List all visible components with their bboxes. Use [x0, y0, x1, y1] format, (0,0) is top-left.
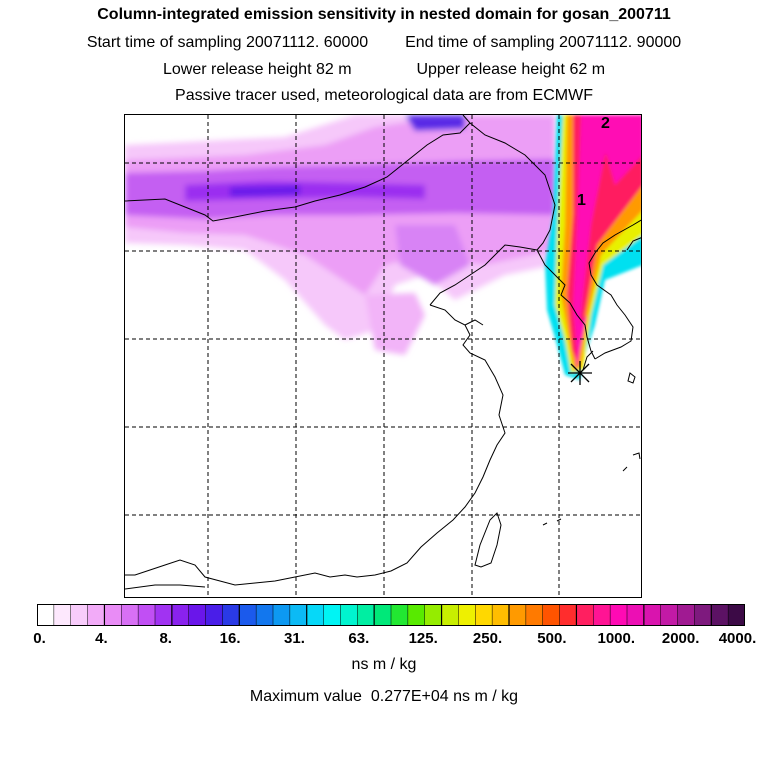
colorbar-swatch: [37, 604, 55, 626]
end-time-label: End time of sampling: [405, 34, 555, 51]
lower-release-label: Lower release height: [162, 61, 312, 78]
colorbar-units: ns m / kg: [351, 656, 417, 673]
lower-release-value: 82 m: [315, 61, 352, 78]
colorbar-tick-label: 250.: [472, 630, 503, 647]
colorbar-swatch: [711, 604, 729, 626]
colorbar-swatch: [256, 604, 274, 626]
colorbar-swatch: [323, 604, 342, 626]
colorbar-swatch: [171, 604, 190, 626]
colorbar-swatch: [610, 604, 628, 626]
colorbar-tick-label: 4000.: [718, 630, 757, 647]
maximum-value-units: ns m / kg: [453, 688, 519, 705]
colorbar-swatch: [576, 604, 594, 626]
colorbar-swatch: [222, 604, 240, 626]
colorbar-swatch: [660, 604, 679, 626]
lat-lon-grid: [125, 115, 641, 597]
colorbar-swatch: [273, 604, 291, 626]
colorbar-tick-label: 4.: [95, 630, 108, 647]
colorbar-tick-label: 63.: [348, 630, 370, 647]
colorbar-swatch: [104, 604, 122, 626]
colorbar-swatch: [424, 604, 443, 626]
plot-title: Column-integrated emission sensitivity i…: [97, 6, 671, 23]
colorbar: [37, 604, 745, 626]
upper-release-label: Upper release height: [416, 61, 565, 78]
colorbar-tick-label: 0.: [33, 630, 46, 647]
colorbar-tick-label: 16.: [219, 630, 241, 647]
colorbar-swatch: [441, 604, 460, 626]
colorbar-swatch: [374, 604, 392, 626]
colorbar-tick-label: 500.: [537, 630, 567, 647]
colorbar-tick-label: 8.: [159, 630, 172, 647]
colorbar-swatch: [138, 604, 156, 626]
asterisk-icon: [568, 361, 592, 385]
start-time-label: Start time of sampling: [86, 34, 242, 51]
maximum-value-label: Maximum value: [249, 688, 362, 705]
sensitivity-map: 1 2: [124, 114, 642, 598]
start-time-value: 20071112. 60000: [246, 34, 369, 51]
map-canvas: 1 2: [125, 115, 641, 597]
colorbar-swatch: [559, 604, 578, 626]
coastlines-borders: [125, 115, 641, 590]
colorbar-swatch: [391, 604, 409, 626]
colorbar-swatch: [188, 604, 207, 626]
colorbar-swatch: [643, 604, 662, 626]
colorbar-swatch: [458, 604, 476, 626]
tracer-note: Passive tracer used, meteorological data…: [175, 87, 593, 104]
colorbar-tick-label: 31.: [284, 630, 305, 647]
colorbar-tick-label: 2000.: [661, 630, 700, 647]
sensitivity-field-low: [125, 115, 555, 355]
colorbar-swatch: [340, 604, 358, 626]
colorbar-swatch: [289, 604, 308, 626]
upper-release-value: 62 m: [569, 61, 606, 78]
colorbar-tick-label: 125.: [408, 630, 438, 647]
colorbar-swatches: [37, 604, 745, 626]
colorbar-swatch: [239, 604, 257, 626]
colorbar-tick-label: 1000.: [597, 630, 636, 647]
colorbar-swatch: [53, 604, 72, 626]
release-heights: Lower release height 82 m Upper release …: [0, 61, 768, 79]
colorbar-swatch: [357, 604, 375, 626]
maximum-value: Maximum value 0.277E+04 ns m / kg: [0, 688, 768, 706]
colorbar-swatch: [205, 604, 224, 626]
colorbar-swatch: [306, 604, 325, 626]
plume-label-2: 2: [601, 115, 610, 132]
colorbar-swatch: [70, 604, 89, 626]
colorbar-swatch: [525, 604, 544, 626]
colorbar-swatch: [593, 604, 611, 626]
maximum-value-number: 0.277E+04: [370, 688, 449, 705]
sampling-times: Start time of sampling 20071112. 60000 E…: [0, 34, 768, 52]
colorbar-swatch: [542, 604, 561, 626]
colorbar-swatch: [475, 604, 493, 626]
colorbar-ticks: [37, 604, 729, 626]
sensitivity-plume: [545, 115, 641, 380]
colorbar-swatch: [509, 604, 527, 626]
colorbar-swatch: [121, 604, 139, 626]
colorbar-swatch: [677, 604, 696, 626]
colorbar-swatch: [728, 604, 745, 626]
plume-label-1: 1: [577, 192, 586, 209]
colorbar-swatch: [694, 604, 712, 626]
colorbar-swatch: [627, 604, 645, 626]
end-time-value: 20071112. 90000: [558, 34, 682, 51]
colorbar-swatch: [407, 604, 426, 626]
colorbar-swatch: [155, 604, 173, 626]
colorbar-frame: [37, 604, 745, 626]
colorbar-swatch: [87, 604, 106, 626]
colorbar-swatch: [492, 604, 510, 626]
